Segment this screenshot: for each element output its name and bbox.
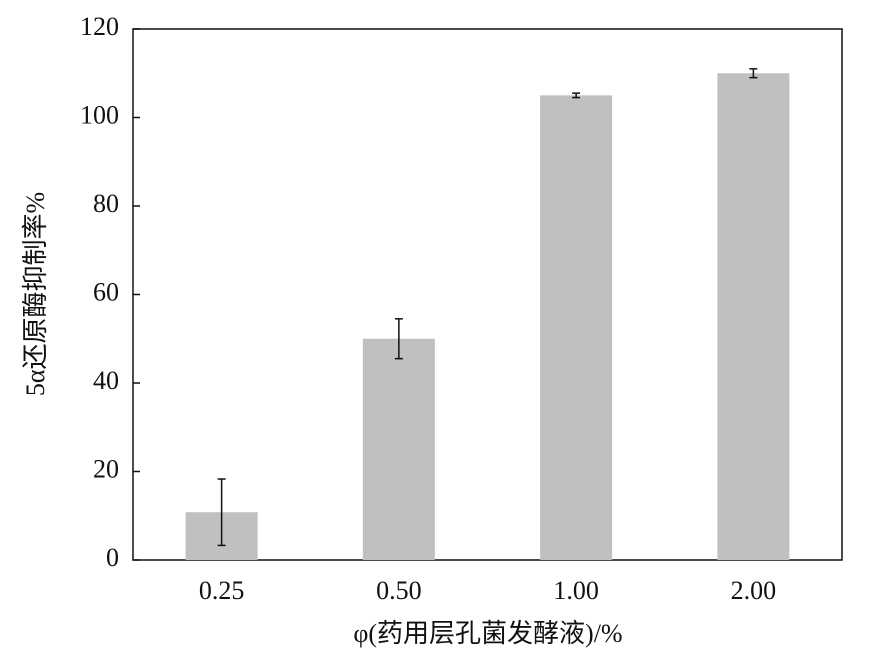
error-bar <box>217 478 226 547</box>
bar <box>717 73 790 560</box>
y-tick-label: 80 <box>93 189 119 218</box>
y-tick-label: 120 <box>80 12 119 41</box>
x-axis-label: φ(药用层孔菌发酵液)/% <box>353 619 622 648</box>
x-tick-label: 2.00 <box>731 576 777 605</box>
y-tick-label: 0 <box>106 543 119 572</box>
y-axis-label: 5α还原酶抑制率% <box>21 192 50 396</box>
bar <box>362 338 435 560</box>
error-bar <box>572 92 581 99</box>
x-tick-label: 1.00 <box>553 576 599 605</box>
error-bar <box>749 68 758 79</box>
y-tick-label: 20 <box>93 454 119 483</box>
x-tick-label: 0.50 <box>376 576 422 605</box>
y-tick-label: 60 <box>93 277 119 306</box>
x-tick-label: 0.25 <box>199 576 245 605</box>
y-tick-label: 100 <box>80 100 119 129</box>
bar <box>540 95 613 560</box>
y-tick-label: 40 <box>93 366 119 395</box>
error-bar <box>394 318 403 360</box>
